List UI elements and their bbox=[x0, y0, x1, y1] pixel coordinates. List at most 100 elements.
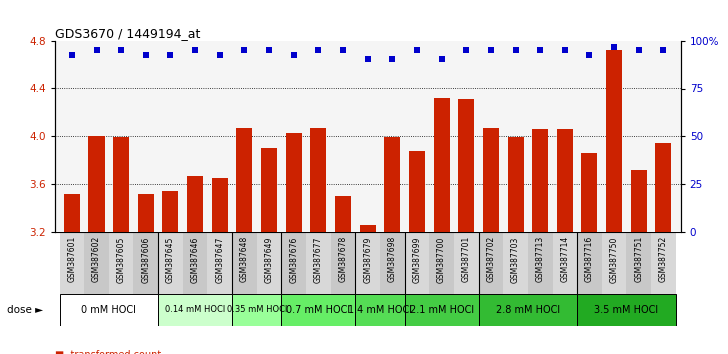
Text: 2.1 mM HOCl: 2.1 mM HOCl bbox=[410, 305, 474, 315]
Point bbox=[485, 47, 496, 53]
Point bbox=[411, 47, 423, 53]
Bar bbox=[630, 170, 646, 232]
Bar bbox=[158, 294, 232, 326]
Bar bbox=[577, 232, 602, 294]
Text: GSM387601: GSM387601 bbox=[68, 236, 76, 282]
Bar bbox=[84, 232, 108, 294]
Bar bbox=[360, 225, 376, 232]
Bar bbox=[335, 196, 351, 232]
Text: GSM387701: GSM387701 bbox=[462, 236, 471, 282]
Text: 2.8 mM HOCl: 2.8 mM HOCl bbox=[496, 305, 560, 315]
Text: GSM387751: GSM387751 bbox=[634, 236, 644, 282]
Bar bbox=[627, 232, 651, 294]
Text: GSM387648: GSM387648 bbox=[240, 236, 249, 282]
Point bbox=[609, 44, 620, 50]
Point bbox=[312, 47, 324, 53]
Text: GSM387699: GSM387699 bbox=[413, 236, 422, 282]
Text: GSM387703: GSM387703 bbox=[511, 236, 520, 282]
Bar bbox=[483, 128, 499, 232]
Text: 0.35 mM HOCl: 0.35 mM HOCl bbox=[226, 305, 287, 314]
Bar bbox=[553, 232, 577, 294]
Text: GSM387678: GSM387678 bbox=[339, 236, 347, 282]
Bar bbox=[232, 294, 281, 326]
Text: 0 mM HOCl: 0 mM HOCl bbox=[82, 305, 136, 315]
Text: 0.7 mM HOCl: 0.7 mM HOCl bbox=[286, 305, 350, 315]
Text: GSM387647: GSM387647 bbox=[215, 236, 224, 282]
Point bbox=[189, 47, 201, 53]
Text: GSM387698: GSM387698 bbox=[388, 236, 397, 282]
Point bbox=[510, 47, 521, 53]
Bar bbox=[503, 232, 528, 294]
Point bbox=[337, 47, 349, 53]
Point bbox=[140, 52, 151, 58]
Text: GSM387602: GSM387602 bbox=[92, 236, 101, 282]
Bar bbox=[405, 294, 478, 326]
Bar bbox=[507, 137, 523, 232]
Bar bbox=[655, 143, 671, 232]
Bar bbox=[528, 232, 553, 294]
Bar bbox=[331, 232, 355, 294]
Bar bbox=[606, 50, 622, 232]
Bar bbox=[380, 232, 405, 294]
Bar bbox=[409, 150, 425, 232]
Bar bbox=[430, 232, 454, 294]
Point bbox=[288, 52, 299, 58]
Point bbox=[534, 47, 546, 53]
Bar bbox=[384, 137, 400, 232]
Text: GSM387646: GSM387646 bbox=[191, 236, 199, 282]
Bar bbox=[651, 232, 676, 294]
Bar bbox=[232, 232, 257, 294]
Bar bbox=[183, 232, 207, 294]
Point bbox=[387, 56, 398, 62]
Bar bbox=[458, 99, 474, 232]
Text: GSM387713: GSM387713 bbox=[536, 236, 545, 282]
Bar bbox=[285, 133, 301, 232]
Text: GSM387605: GSM387605 bbox=[116, 236, 126, 282]
Bar bbox=[478, 294, 577, 326]
Text: GSM387716: GSM387716 bbox=[585, 236, 594, 282]
Bar bbox=[355, 294, 405, 326]
Point bbox=[633, 47, 644, 53]
Bar bbox=[237, 128, 253, 232]
Point bbox=[239, 47, 250, 53]
Point bbox=[264, 47, 275, 53]
Text: GSM387700: GSM387700 bbox=[437, 236, 446, 282]
Text: GSM387752: GSM387752 bbox=[659, 236, 668, 282]
Text: GSM387679: GSM387679 bbox=[363, 236, 372, 282]
Text: GSM387714: GSM387714 bbox=[561, 236, 569, 282]
Bar bbox=[557, 129, 573, 232]
Bar bbox=[306, 232, 331, 294]
Bar bbox=[582, 153, 598, 232]
Bar bbox=[187, 176, 203, 232]
Bar bbox=[158, 232, 183, 294]
Bar bbox=[113, 137, 129, 232]
Point bbox=[559, 47, 571, 53]
Bar bbox=[138, 194, 154, 232]
Bar bbox=[602, 232, 627, 294]
Text: dose ►: dose ► bbox=[7, 305, 44, 315]
Point bbox=[460, 47, 472, 53]
Point bbox=[362, 56, 373, 62]
Bar bbox=[89, 136, 105, 232]
Point bbox=[584, 52, 596, 58]
Point bbox=[165, 52, 176, 58]
Bar bbox=[60, 232, 84, 294]
Point bbox=[66, 52, 78, 58]
Text: GSM387649: GSM387649 bbox=[264, 236, 274, 282]
Bar bbox=[162, 191, 178, 232]
Text: GSM387750: GSM387750 bbox=[609, 236, 619, 282]
Point bbox=[115, 47, 127, 53]
Point bbox=[214, 52, 226, 58]
Bar bbox=[257, 232, 281, 294]
Text: GSM387645: GSM387645 bbox=[166, 236, 175, 282]
Bar bbox=[207, 232, 232, 294]
Bar bbox=[261, 148, 277, 232]
Point bbox=[91, 47, 103, 53]
Text: GDS3670 / 1449194_at: GDS3670 / 1449194_at bbox=[55, 27, 200, 40]
Bar bbox=[64, 194, 80, 232]
Text: 0.14 mM HOCl: 0.14 mM HOCl bbox=[165, 305, 225, 314]
Bar bbox=[532, 129, 548, 232]
Bar bbox=[281, 232, 306, 294]
Point bbox=[657, 47, 669, 53]
Bar bbox=[434, 98, 450, 232]
